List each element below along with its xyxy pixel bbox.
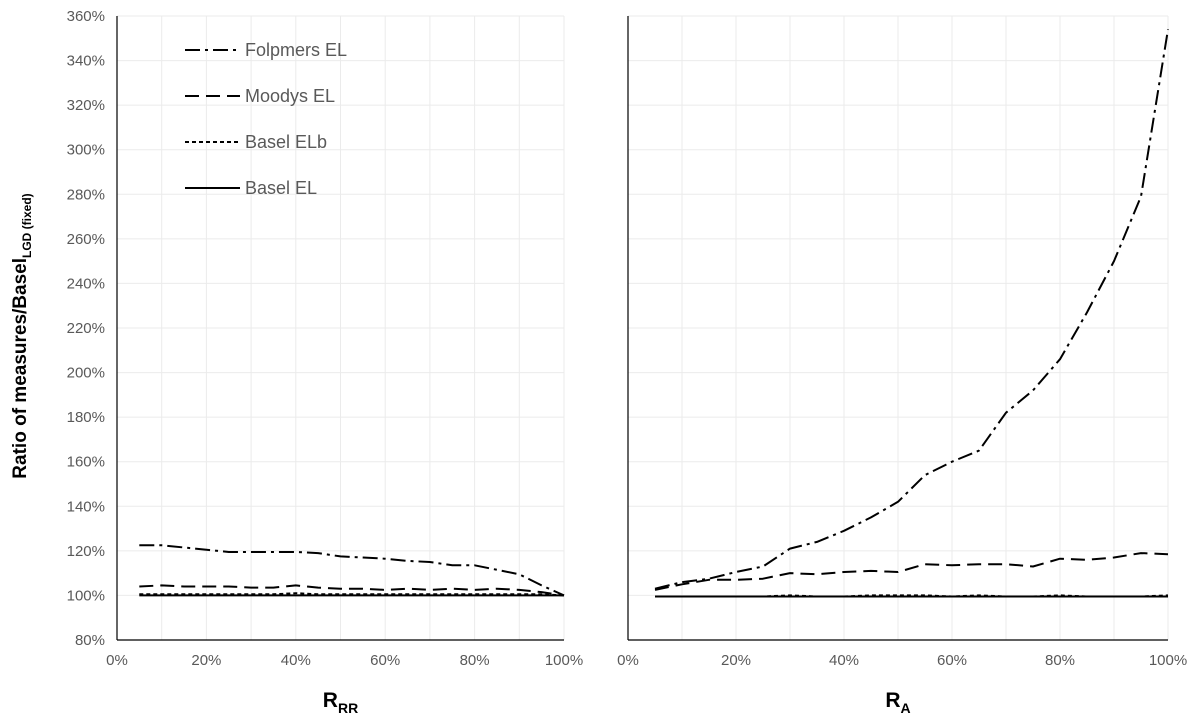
y-tick-label: 160% (67, 454, 105, 471)
y-tick-label: 260% (67, 231, 105, 248)
x-axis-title: RA (885, 689, 910, 716)
legend-item: Folpmers EL (185, 40, 347, 60)
y-axis-title-main: Ratio of measures/Basel (10, 258, 31, 479)
series-line-folpmers-el (654, 29, 1169, 590)
legend-item: Basel EL (185, 178, 317, 198)
x-axis-title-main: R (885, 689, 900, 712)
y-tick-label: 180% (67, 409, 105, 426)
y-tick-label: 300% (67, 142, 105, 159)
x-tick-label: 20% (721, 652, 751, 669)
x-tick-label: 100% (1149, 652, 1187, 669)
y-tick-label: 80% (75, 632, 105, 649)
y-tick-label: 280% (67, 186, 105, 203)
y-tick-label: 360% (67, 8, 105, 25)
legend-label: Folpmers EL (245, 40, 347, 60)
y-tick-label: 320% (67, 97, 105, 114)
series-line-basel-elb (139, 592, 565, 597)
panel-2: 0% 20% 40% 60% 80% 100% RA (617, 15, 1187, 716)
x-tick-label: 20% (191, 652, 221, 669)
x-tick-label: 60% (370, 652, 400, 669)
y-axis-title: Ratio of measures/BaselLGD (fixed) (10, 193, 34, 478)
legend-label: Moodys EL (245, 86, 335, 106)
x-tick-label: 0% (617, 652, 639, 669)
x-tick-label: 80% (460, 652, 490, 669)
x-tick-label: 0% (106, 652, 128, 669)
series-line-moodys-el (139, 584, 565, 597)
legend-item: Basel ELb (185, 132, 327, 152)
y-tick-label: 100% (67, 587, 105, 604)
x-axis-title-subscript: RR (338, 700, 358, 716)
x-tick-label: 80% (1045, 652, 1075, 669)
x-tick-label: 40% (829, 652, 859, 669)
x-tick-label: 100% (545, 652, 583, 669)
legend-item: Moodys EL (185, 86, 335, 106)
y-axis-title-subscript: LGD (fixed) (20, 193, 34, 258)
x-tick-label: 60% (937, 652, 967, 669)
y-tick-label: 140% (67, 498, 105, 515)
x-axis-title-main: R (323, 689, 338, 712)
y-tick-label: 240% (67, 275, 105, 292)
legend-label: Basel ELb (245, 132, 327, 152)
y-tick-label: 200% (67, 365, 105, 382)
y-tick-label: 220% (67, 320, 105, 337)
x-axis-title-subscript: A (901, 700, 911, 716)
y-tick-label: 340% (67, 53, 105, 70)
x-axis-title: RRR (323, 689, 358, 716)
chart-panels: 80% 100% 120% 140% 160% 180% 200% 220% 240% 260% 2… (67, 8, 1188, 716)
legend-label: Basel EL (245, 178, 317, 198)
panel-1: 80% 100% 120% 140% 160% 180% 200% 220% 240% 260% 2… (67, 8, 584, 716)
series-line-moodys-el (654, 552, 1169, 591)
legend: Folpmers EL Moodys EL Basel ELb Basel EL (185, 40, 347, 198)
y-tick-label: 120% (67, 543, 105, 560)
x-tick-label: 40% (281, 652, 311, 669)
